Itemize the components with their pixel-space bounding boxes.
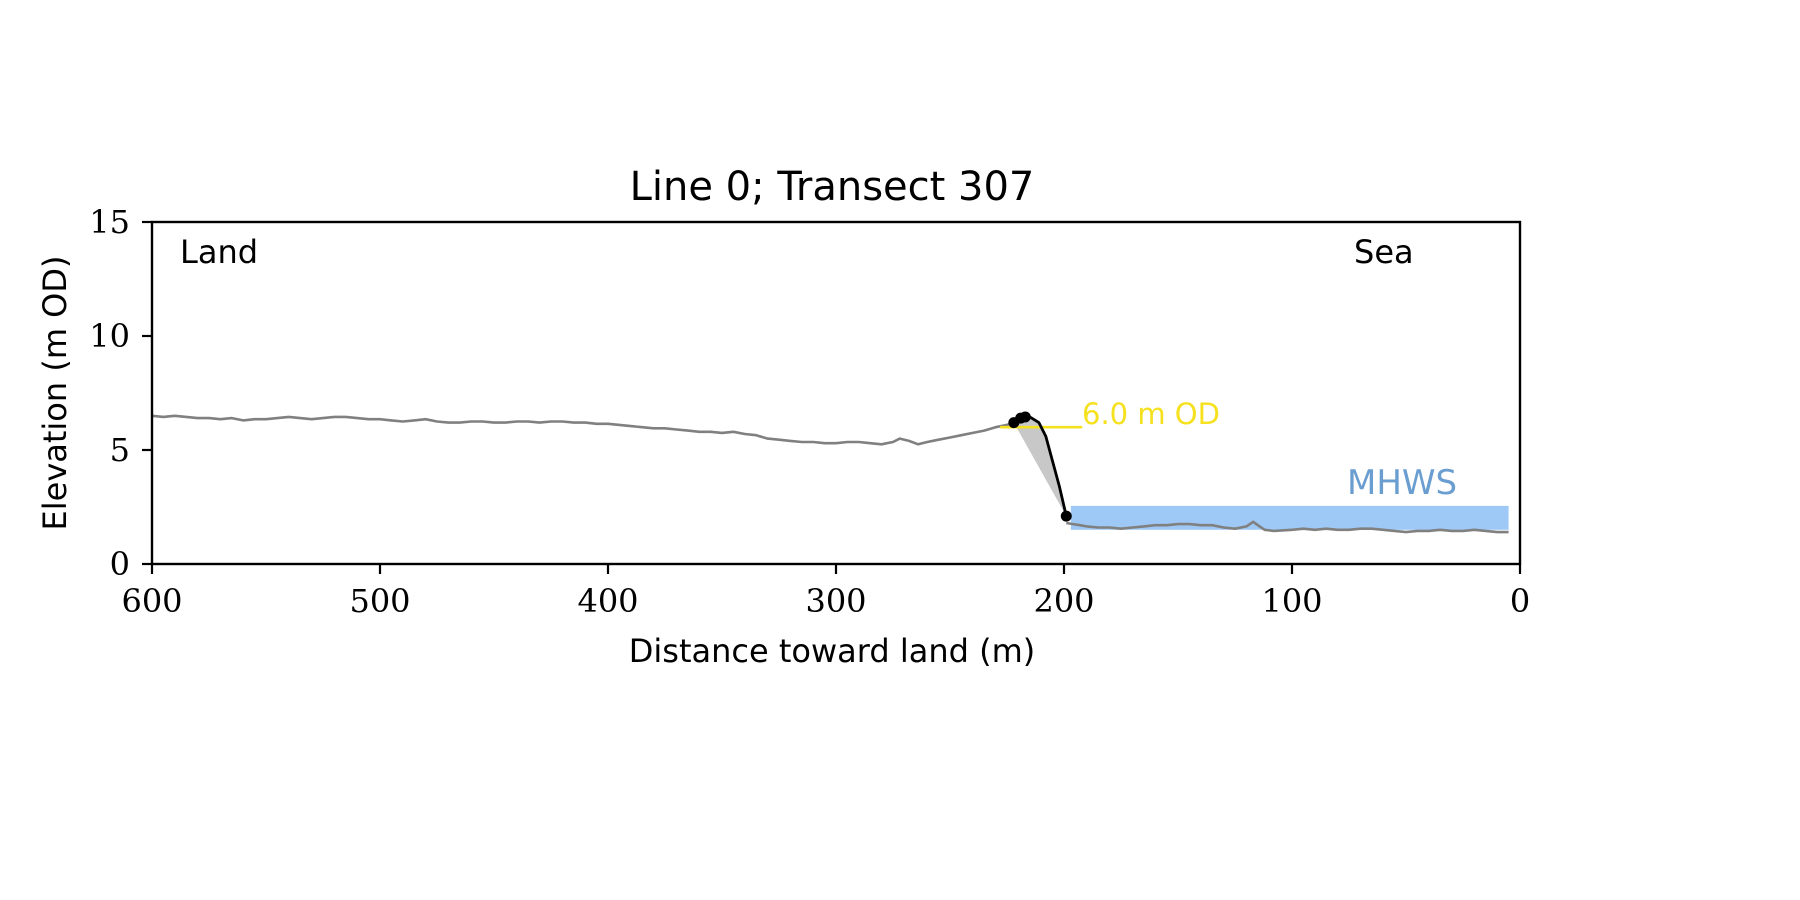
y-tick-label: 5 — [110, 431, 130, 469]
x-tick-label: 600 — [121, 582, 182, 620]
cliff-marker — [1060, 510, 1072, 522]
x-tick-label: 400 — [577, 582, 638, 620]
y-axis-label: Elevation (m OD) — [36, 256, 74, 531]
plot-area — [151, 411, 1509, 534]
x-tick-label: 100 — [1261, 582, 1322, 620]
y-tick-label: 10 — [89, 317, 130, 355]
x-axis-label: Distance toward land (m) — [629, 632, 1035, 670]
sea-label: Sea — [1354, 233, 1414, 271]
land-label: Land — [180, 233, 258, 271]
cliff-marker — [1019, 411, 1031, 423]
mhws-label: MHWS — [1347, 463, 1457, 503]
x-tick-label: 0 — [1510, 582, 1530, 620]
chart-title: Line 0; Transect 307 — [630, 164, 1035, 210]
od-label: 6.0 m OD — [1082, 397, 1220, 431]
x-tick-label: 200 — [1033, 582, 1094, 620]
x-axis: 600 500 400 300 200 100 0 — [121, 564, 1530, 620]
y-axis: 0 5 10 15 — [89, 203, 152, 583]
cliff-shading — [1013, 415, 1067, 517]
y-tick-label: 15 — [89, 203, 130, 241]
profile-line-sea — [1066, 520, 1509, 534]
profile-line-land — [151, 414, 1015, 446]
x-tick-label: 500 — [349, 582, 410, 620]
x-tick-label: 300 — [805, 582, 866, 620]
y-tick-label: 0 — [110, 545, 130, 583]
